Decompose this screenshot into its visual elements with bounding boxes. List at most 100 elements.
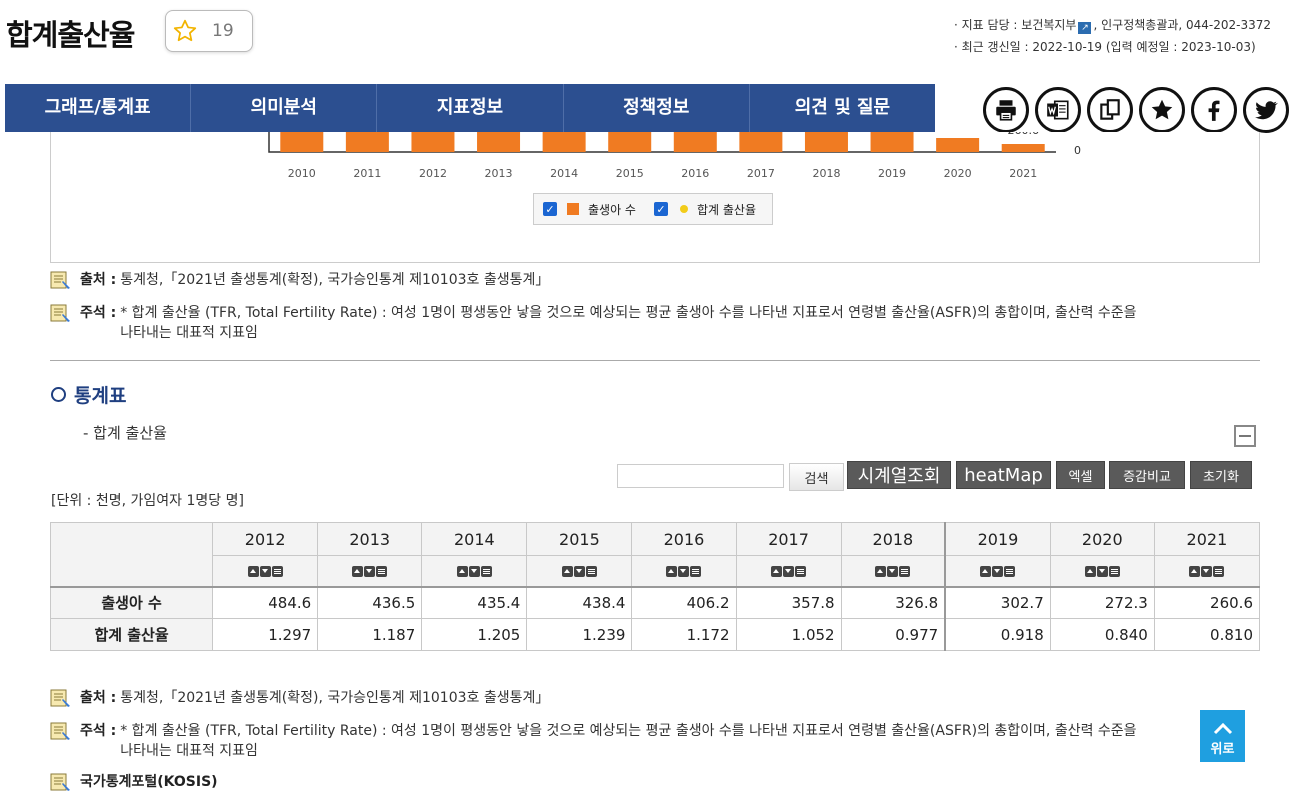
sort-desc-icon[interactable] [364,566,376,578]
timeseries-button[interactable]: 시계열조회 [847,461,951,489]
main-nav: 그래프/통계표 의미분석 지표정보 정책정보 의견 및 질문 [5,84,935,132]
facebook-share-button[interactable] [1191,87,1237,133]
x-tick-label: 2011 [353,167,381,180]
sort-reset-icon[interactable] [480,566,492,578]
star-icon [1151,99,1173,120]
scroll-top-button[interactable]: 위로 [1200,710,1245,762]
sort-reset-icon[interactable] [899,566,911,578]
chart-bar[interactable] [345,132,389,152]
copy-icon [1100,99,1120,120]
print-button[interactable] [983,87,1029,133]
chart-bar[interactable] [477,132,521,152]
sort-asc-icon[interactable] [875,566,887,578]
remark-text: * 합계 출산율 (TFR, Total Fertility Rate) : 여… [120,305,1137,341]
chart-bar[interactable] [1001,144,1045,152]
sort-asc-icon[interactable] [666,566,678,578]
sort-desc-icon[interactable] [887,566,899,578]
right-axis-tick-label: 0 [1074,144,1081,157]
legend-checkbox-tfr[interactable]: ✓ [653,202,668,216]
chart-bar[interactable] [280,132,324,152]
sort-controls [735,555,842,587]
heatmap-button[interactable]: heatMap [956,461,1051,489]
twitter-icon [1255,101,1278,120]
search-button[interactable]: 검색 [789,463,844,491]
sort-asc-icon[interactable] [352,566,364,578]
legend-swatch-tfr [679,205,688,213]
tab-indicator-info[interactable]: 지표정보 [377,84,564,132]
twitter-share-button[interactable] [1243,87,1289,133]
sort-asc-icon[interactable] [771,566,783,578]
book-icon [50,689,70,707]
reset-button[interactable]: 초기화 [1190,461,1252,489]
source-text: 통계청,「2021년 출생통계(확정), 국가승인통계 제10103호 출생통계… [120,690,550,706]
sort-desc-icon[interactable] [468,566,480,578]
sort-desc-icon[interactable] [1096,566,1108,578]
chart-bar[interactable] [936,138,980,152]
chart-bar[interactable] [870,132,914,152]
sort-reset-icon[interactable] [1108,566,1120,578]
tab-comments[interactable]: 의견 및 질문 [794,97,891,118]
chart-bar[interactable] [739,132,783,152]
sort-controls [840,555,946,587]
table-cell: 0.918 [944,618,1051,651]
sort-asc-icon[interactable] [247,566,259,578]
sort-desc-icon[interactable] [678,566,690,578]
chart-bar[interactable] [673,132,717,152]
sort-desc-icon[interactable] [259,566,271,578]
sort-asc-icon[interactable] [980,566,992,578]
print-icon [996,100,1016,121]
external-link-icon[interactable]: ↗ [1078,22,1092,34]
favorite-count: 19 [212,21,234,41]
chart-bar[interactable] [542,132,586,152]
table-cell: 302.7 [944,585,1051,619]
chevron-up-icon [1213,722,1232,735]
sort-asc-icon[interactable] [1189,566,1201,578]
search-input[interactable] [617,464,784,488]
favorite-button[interactable]: 19 [165,10,253,52]
sort-desc-icon[interactable] [1201,566,1213,578]
tab-graph-table[interactable]: 그래프/통계표 [5,84,192,132]
sort-reset-icon[interactable] [795,566,807,578]
chart-bar[interactable] [411,132,455,152]
year-header: 2016 [631,522,737,556]
sort-desc-icon[interactable] [573,566,585,578]
sort-reset-icon[interactable] [271,566,283,578]
sort-desc-icon[interactable] [992,566,1004,578]
excel-button[interactable]: 엑셀 [1056,461,1105,489]
sort-controls [212,555,319,587]
sort-reset-icon[interactable] [690,566,702,578]
x-tick-label: 2019 [878,167,906,180]
sort-controls [944,555,1051,587]
legend-checkbox-births[interactable]: ✓ [543,202,557,216]
sort-reset-icon[interactable] [585,566,597,578]
sort-asc-icon[interactable] [1084,566,1096,578]
x-tick-label: 2016 [681,167,709,180]
tab-meaning[interactable]: 의미분석 [191,84,378,132]
sort-asc-icon[interactable] [561,566,573,578]
year-header: 2015 [526,522,633,556]
kosis-label[interactable]: 국가통계포털(KOSIS) [80,774,218,790]
sort-reset-icon[interactable] [1213,566,1225,578]
table-cell: 260.6 [1153,585,1261,619]
chart-bar[interactable] [804,132,848,152]
sort-reset-icon[interactable] [376,566,388,578]
compare-button[interactable]: 증감비교 [1109,461,1185,489]
meta-contact: , 인구정책총괄과, 044-202-3372 [1093,18,1272,32]
sort-controls [631,555,737,587]
table-cell: 326.8 [840,585,946,619]
copy-button[interactable] [1087,87,1133,133]
collapse-button[interactable] [1234,425,1256,447]
book-icon [50,773,70,791]
bookmark-button[interactable] [1139,87,1185,133]
year-header: 2012 [212,522,319,556]
sort-asc-icon[interactable] [456,566,468,578]
kosis-link[interactable]: 국가통계포털(KOSIS) [50,772,222,792]
legend-label-births: 출생아 수 [588,202,636,217]
word-export-button[interactable] [1035,87,1081,133]
year-header: 2014 [421,522,528,556]
table-cell: 406.2 [631,585,737,619]
sort-reset-icon[interactable] [1004,566,1016,578]
chart-bar[interactable] [608,132,652,152]
sort-desc-icon[interactable] [783,566,795,578]
tab-policy-info[interactable]: 정책정보 [564,84,750,132]
